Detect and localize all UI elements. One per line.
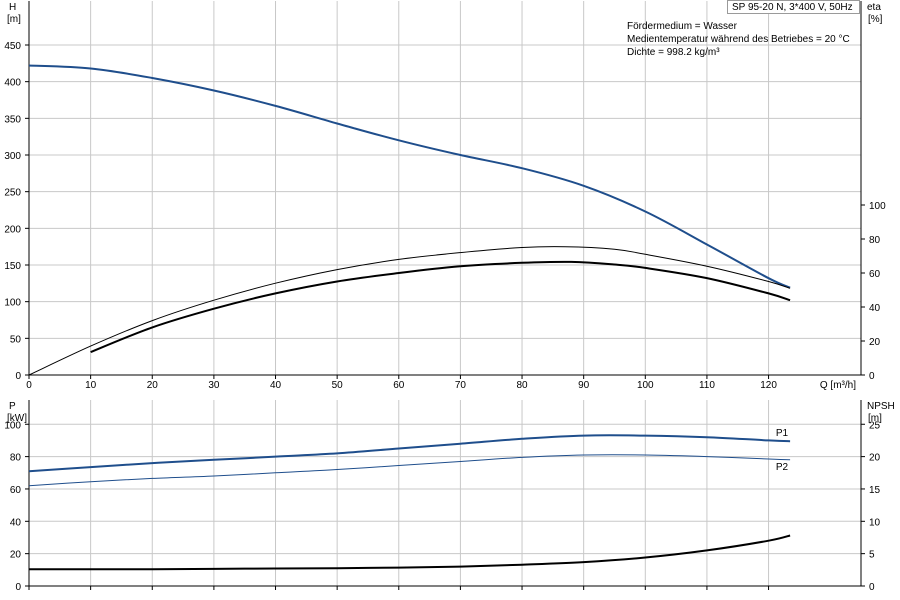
x-tick-label: 100 bbox=[637, 380, 654, 391]
left-tick-label: 100 bbox=[4, 420, 21, 431]
x-tick-label: 40 bbox=[270, 380, 282, 391]
left-tick-label: 200 bbox=[4, 224, 21, 235]
right-tick-label: 0 bbox=[869, 582, 875, 593]
x-tick-label: 120 bbox=[760, 380, 777, 391]
right-tick-label: 5 bbox=[869, 550, 875, 561]
right-axis-title: NPSH bbox=[867, 401, 895, 412]
right-axis-unit: [m] bbox=[868, 413, 882, 424]
x-tick-label: 20 bbox=[147, 380, 159, 391]
left-tick-label: 250 bbox=[4, 188, 21, 199]
series-curve-p2 bbox=[28, 454, 791, 487]
x-tick-label: 60 bbox=[393, 380, 405, 391]
right-tick-label: 40 bbox=[869, 303, 881, 314]
right-tick-label: 60 bbox=[869, 269, 881, 280]
series-curve-p1 bbox=[28, 434, 791, 473]
medium-info: Fördermedium = Wasser Medientemperatur w… bbox=[627, 20, 850, 59]
right-axis-title: eta bbox=[867, 2, 881, 13]
series-curve-upper-0 bbox=[28, 64, 791, 289]
x-axis-label: Q [m³/h] bbox=[820, 380, 856, 391]
x-tick-label: 30 bbox=[208, 380, 220, 391]
left-tick-label: 0 bbox=[15, 371, 21, 382]
right-tick-label: 100 bbox=[869, 201, 886, 212]
head-efficiency-chart: 0 50 100 150 200 250 300 350 400 450 0 20 40 60 80 100 0… bbox=[4, 1, 886, 391]
left-tick-label: 400 bbox=[4, 78, 21, 89]
right-axis-unit: [%] bbox=[868, 14, 883, 25]
left-tick-label: 0 bbox=[15, 582, 21, 593]
right-tick-label: 80 bbox=[869, 235, 881, 246]
left-tick-label: 50 bbox=[10, 334, 22, 345]
x-tick-label: 90 bbox=[578, 380, 590, 391]
x-tick-label: 50 bbox=[332, 380, 344, 391]
left-tick-label: 150 bbox=[4, 261, 21, 272]
left-tick-label: 60 bbox=[10, 485, 22, 496]
right-tick-label: 20 bbox=[869, 337, 881, 348]
series-label-p2: P2 bbox=[776, 462, 789, 473]
left-axis-title: H bbox=[9, 2, 16, 13]
medium-line: Fördermedium = Wasser bbox=[627, 21, 737, 32]
x-tick-label: 10 bbox=[85, 380, 97, 391]
left-axis-unit: [m] bbox=[7, 14, 21, 25]
series-curve-upper-1 bbox=[28, 246, 791, 376]
left-tick-label: 40 bbox=[10, 517, 22, 528]
left-tick-label: 450 bbox=[4, 41, 21, 52]
series-label-p1: P1 bbox=[776, 428, 789, 439]
left-tick-label: 300 bbox=[4, 151, 21, 162]
left-tick-label: 350 bbox=[4, 114, 21, 125]
x-tick-label: 110 bbox=[699, 380, 715, 391]
right-tick-label: 20 bbox=[869, 453, 881, 464]
left-tick-label: 100 bbox=[4, 298, 21, 309]
temperature-line: Medientemperatur während des Betriebes =… bbox=[627, 34, 850, 45]
power-npsh-chart: 0 20 40 60 80 100 0 5 10 15 20 25 P[kW] NPSH[m] P1 P2 bbox=[4, 400, 895, 593]
left-tick-label: 80 bbox=[10, 453, 22, 464]
right-tick-label: 0 bbox=[869, 371, 875, 382]
series-curve-upper-2 bbox=[90, 260, 791, 354]
x-tick-label: 70 bbox=[455, 380, 467, 391]
series-curve-lower-2 bbox=[28, 534, 791, 571]
product-title: SP 95-20 N, 3*400 V, 50Hz bbox=[732, 2, 853, 13]
x-tick-label: 0 bbox=[26, 380, 32, 391]
left-axis-title: P bbox=[9, 401, 16, 412]
density-line: Dichte = 998.2 kg/m³ bbox=[627, 47, 720, 58]
right-tick-label: 25 bbox=[869, 420, 881, 431]
right-tick-label: 10 bbox=[869, 517, 881, 528]
right-tick-label: 15 bbox=[869, 485, 881, 496]
x-tick-label: 80 bbox=[516, 380, 528, 391]
left-axis-unit: [kW] bbox=[7, 413, 27, 424]
product-title-box: SP 95-20 N, 3*400 V, 50Hz bbox=[727, 0, 860, 14]
left-tick-label: 20 bbox=[10, 550, 22, 561]
